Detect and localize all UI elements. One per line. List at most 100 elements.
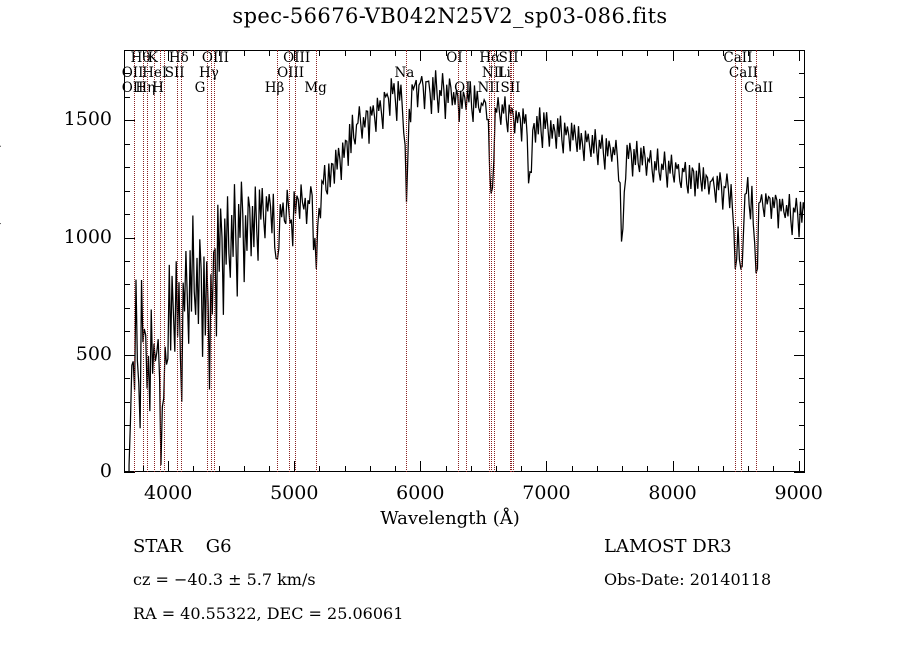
axis-tick	[344, 466, 346, 472]
axis-tick	[124, 472, 135, 473]
axis-tick	[672, 461, 674, 472]
x-tick-label-5000: 5000	[270, 482, 319, 504]
line-marker-OII	[133, 50, 135, 472]
axis-tick	[794, 237, 805, 239]
axis-tick	[193, 50, 195, 56]
line-marker-HeI	[154, 50, 156, 472]
object-type-label: STAR G6	[133, 536, 232, 557]
axis-tick	[470, 466, 472, 472]
axis-tick	[344, 50, 346, 56]
axis-tick	[723, 466, 725, 472]
line-label-CaII-27: CaII	[744, 80, 774, 96]
axis-tick	[124, 167, 130, 169]
line-label-OII-1: OII	[121, 65, 144, 81]
axis-tick	[794, 354, 805, 356]
cz-value: cz = −40.3 ± 5.7 km/s	[133, 570, 316, 589]
line-marker-OIII	[295, 50, 297, 472]
axis-tick	[218, 466, 220, 472]
line-marker-NII	[493, 50, 495, 472]
x-tick-label-9000: 9000	[774, 482, 823, 504]
axis-tick	[799, 143, 805, 145]
line-label-G-9: G	[194, 80, 206, 96]
x-axis-title: Wavelength (Å)	[380, 508, 520, 529]
axis-tick	[124, 214, 130, 216]
line-label-Mg-15: Mg	[304, 80, 327, 96]
line-marker-SII	[510, 50, 512, 472]
x-tick-label-7000: 7000	[522, 482, 571, 504]
line-marker-H	[142, 50, 144, 472]
line-label-Li-22: Li	[497, 65, 511, 81]
axis-tick	[546, 461, 548, 472]
line-label-NII-21: NII	[477, 80, 500, 96]
line-marker-Mg	[316, 50, 318, 472]
line-label-OIII-11: OIII	[201, 50, 229, 66]
axis-tick	[794, 472, 805, 473]
axis-tick	[124, 354, 135, 356]
axis-tick	[124, 307, 130, 309]
y-axis-title: Flux (relative)	[0, 140, 3, 278]
axis-tick	[124, 237, 135, 239]
axis-tick	[596, 466, 598, 472]
line-marker-CaII	[756, 50, 758, 472]
plot-area	[124, 50, 805, 473]
line-label-SII-24: SII	[500, 80, 521, 96]
line-marker-SII	[176, 50, 178, 472]
line-marker-CaII	[740, 50, 742, 472]
axis-tick	[218, 50, 220, 56]
axis-tick	[395, 466, 397, 472]
axis-tick	[269, 50, 271, 56]
axis-tick	[420, 50, 422, 61]
obs-date: Obs-Date: 20140118	[604, 570, 772, 589]
survey-label: LAMOST DR3	[604, 536, 732, 557]
axis-tick	[697, 466, 699, 472]
line-label-Na-16: Na	[394, 65, 415, 81]
axis-tick	[269, 466, 271, 472]
figure-title: spec-56676-VB042N25V2_sp03-086.fits	[232, 4, 668, 28]
axis-tick	[124, 143, 130, 145]
axis-tick	[799, 96, 805, 98]
axis-tick	[799, 214, 805, 216]
axis-tick	[571, 466, 573, 472]
axis-tick	[142, 466, 144, 472]
axis-tick	[124, 425, 130, 427]
axis-tick	[799, 167, 805, 169]
axis-tick	[596, 50, 598, 56]
y-tick-label-0: 0	[99, 460, 112, 482]
axis-tick	[243, 466, 245, 472]
axis-tick	[521, 466, 523, 472]
line-label-H-6: H	[152, 80, 164, 96]
axis-tick	[672, 50, 674, 61]
axis-tick	[124, 261, 130, 262]
axis-tick	[124, 331, 130, 333]
object-type: STAR	[133, 536, 183, 557]
line-label-OI-17: OI	[446, 50, 463, 66]
axis-tick	[496, 466, 498, 472]
axis-tick	[124, 73, 130, 75]
axis-tick	[124, 401, 130, 403]
line-marker-NII	[489, 50, 491, 472]
line-marker-SII	[512, 50, 514, 472]
axis-tick	[124, 96, 130, 98]
line-marker-Li	[509, 50, 511, 472]
x-tick-label-8000: 8000	[648, 482, 697, 504]
line-label-H-10: Hγ	[199, 65, 219, 81]
line-label-NII-20: NII	[481, 65, 505, 81]
line-label-OIII-13: OIII	[277, 65, 305, 81]
axis-tick	[470, 50, 472, 56]
axis-tick	[799, 73, 805, 75]
axis-tick	[799, 284, 805, 286]
line-marker-H	[276, 50, 278, 472]
axis-tick	[193, 466, 195, 472]
axis-tick	[799, 331, 805, 333]
axis-tick	[319, 50, 321, 56]
axis-tick	[369, 466, 371, 472]
line-label-OI-18: OI	[454, 80, 471, 96]
axis-tick	[799, 425, 805, 427]
axis-tick	[799, 307, 805, 309]
spectral-class: G6	[205, 536, 232, 557]
axis-tick	[124, 448, 130, 450]
line-marker-CaII	[735, 50, 737, 472]
line-marker-OI	[458, 50, 460, 472]
axis-tick	[294, 461, 296, 472]
